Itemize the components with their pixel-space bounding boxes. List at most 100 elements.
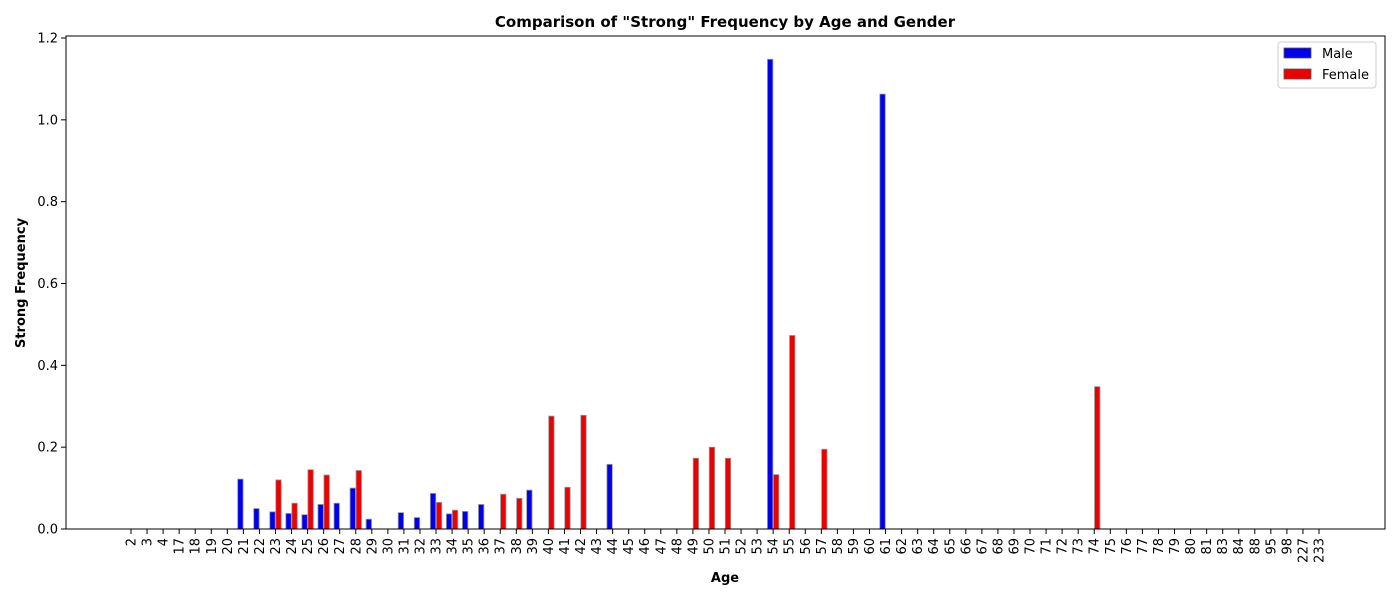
x-tick-label: 62 <box>895 538 910 555</box>
x-tick-label: 29 <box>365 538 380 555</box>
x-tick-label: 19 <box>205 538 220 555</box>
bar-female-23 <box>275 479 282 530</box>
legend-label-male: Male <box>1322 47 1353 62</box>
x-tick-label: 37 <box>494 538 509 555</box>
x-tick-label: 78 <box>1152 538 1167 555</box>
x-tick-label: 74 <box>1088 538 1103 555</box>
bar-male-31 <box>397 512 405 530</box>
bar-female-51 <box>724 457 732 530</box>
bar-female-40 <box>548 415 555 530</box>
x-tick-label: 39 <box>526 538 541 555</box>
x-tick-label: 43 <box>590 538 605 555</box>
y-tick-label: 0.4 <box>37 359 58 374</box>
x-tick-label: 35 <box>462 538 477 555</box>
bar-female-28 <box>355 470 362 530</box>
x-tick-label: 44 <box>606 538 621 555</box>
x-tick-label: 3 <box>141 538 156 546</box>
bar-male-32 <box>413 517 421 530</box>
x-tick-label: 36 <box>478 538 493 555</box>
x-tick-label: 61 <box>879 538 894 555</box>
bar-male-33 <box>429 492 437 530</box>
bar-female-38 <box>516 497 523 530</box>
x-tick-label: 27 <box>333 538 348 555</box>
x-axis: 2 3 4 17 18 19 20 21 22 23 24 25 26 27 28 29 30 31 32 33 34 3… <box>125 529 1328 563</box>
x-tick-label: 26 <box>317 538 332 555</box>
bar-female-74 <box>1094 386 1101 530</box>
x-tick-label: 18 <box>189 538 204 555</box>
x-tick-label: 233 <box>1313 538 1328 563</box>
bar-female-57 <box>821 448 828 530</box>
x-tick-label: 47 <box>654 538 669 555</box>
x-tick-label: 77 <box>1136 538 1151 555</box>
y-tick-label: 0.6 <box>37 277 58 292</box>
x-tick-label: 63 <box>911 538 926 555</box>
chart-title: Comparison of "Strong" Frequency by Age … <box>495 13 956 31</box>
x-tick-label: 60 <box>863 538 878 555</box>
x-tick-label: 98 <box>1280 538 1295 555</box>
x-tick-label: 70 <box>1024 538 1039 555</box>
bar-female-37 <box>500 493 507 530</box>
y-tick-label: 0.8 <box>37 195 58 210</box>
x-tick-label: 81 <box>1200 538 1215 555</box>
x-tick-label: 66 <box>959 538 974 555</box>
bar-male-23 <box>269 511 276 530</box>
x-tick-label: 227 <box>1296 538 1311 563</box>
x-tick-label: 40 <box>542 538 557 555</box>
bar-female-33 <box>435 501 443 530</box>
x-tick-label: 48 <box>670 538 685 555</box>
x-tick-label: 75 <box>1104 538 1119 555</box>
x-tick-label: 30 <box>381 538 396 555</box>
bar-female-54 <box>773 474 780 530</box>
x-tick-label: 42 <box>574 538 589 555</box>
x-tick-label: 41 <box>558 538 573 555</box>
bar-male-28 <box>349 487 356 530</box>
x-tick-label: 53 <box>751 538 766 555</box>
bar-female-41 <box>564 486 571 530</box>
legend-label-female: Female <box>1322 68 1369 83</box>
x-tick-label: 79 <box>1168 538 1183 555</box>
bar-male-27 <box>333 502 340 530</box>
x-tick-label: 25 <box>301 538 316 555</box>
x-tick-label: 46 <box>638 538 653 555</box>
x-tick-label: 2 <box>125 538 140 546</box>
x-tick-label: 28 <box>349 538 364 555</box>
legend: Male Female <box>1277 41 1377 89</box>
bar-male-22 <box>253 508 260 530</box>
x-tick-label: 67 <box>975 538 990 555</box>
x-tick-label: 23 <box>269 538 284 555</box>
x-tick-label: 88 <box>1248 538 1263 555</box>
bar-male-39 <box>526 489 533 530</box>
x-tick-label: 57 <box>815 538 830 555</box>
y-tick-label: 0.2 <box>37 441 58 456</box>
legend-swatch-male <box>1283 47 1312 59</box>
x-tick-label: 65 <box>943 538 958 555</box>
x-tick-label: 72 <box>1056 538 1071 555</box>
bar-male-24 <box>285 513 292 530</box>
bar-male-35 <box>462 511 469 530</box>
x-tick-label: 52 <box>735 538 750 555</box>
x-tick-label: 38 <box>510 538 525 555</box>
bar-male-25 <box>301 514 308 530</box>
x-tick-label: 68 <box>991 538 1006 555</box>
x-axis-title: Age <box>711 571 739 586</box>
x-tick-label: 83 <box>1216 538 1231 555</box>
x-tick-label: 69 <box>1007 538 1022 555</box>
x-tick-label: 76 <box>1120 538 1135 555</box>
x-tick-label: 56 <box>799 538 814 555</box>
x-tick-label: 31 <box>397 538 412 555</box>
x-tick-label: 58 <box>831 538 846 555</box>
bar-male-29 <box>365 518 372 530</box>
bar-female-55 <box>789 335 796 530</box>
x-tick-label: 50 <box>702 538 717 555</box>
x-tick-label: 73 <box>1072 538 1087 555</box>
x-tick-label: 54 <box>767 538 782 555</box>
x-tick-label: 4 <box>157 538 172 546</box>
x-tick-label: 71 <box>1040 538 1055 555</box>
bar-female-50 <box>708 446 716 530</box>
x-tick-label: 59 <box>847 538 862 555</box>
bar-male-34 <box>445 513 453 530</box>
x-tick-label: 32 <box>413 538 428 555</box>
y-axis: 0.0 0.2 0.4 0.6 0.8 1.0 1.2 <box>37 32 66 538</box>
x-tick-label: 80 <box>1184 538 1199 555</box>
